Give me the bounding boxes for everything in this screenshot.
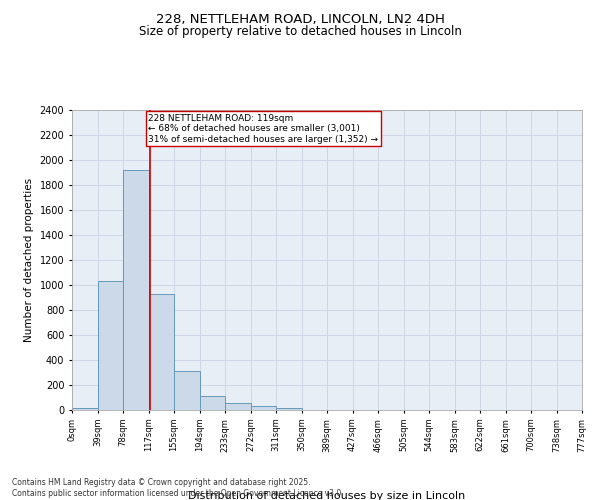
Bar xyxy=(123,170,149,410)
X-axis label: Distribution of detached houses by size in Lincoln: Distribution of detached houses by size … xyxy=(188,490,466,500)
Y-axis label: Number of detached properties: Number of detached properties xyxy=(24,178,34,342)
Bar xyxy=(72,408,97,410)
Text: Size of property relative to detached houses in Lincoln: Size of property relative to detached ho… xyxy=(139,25,461,38)
Text: 228, NETTLEHAM ROAD, LINCOLN, LN2 4DH: 228, NETTLEHAM ROAD, LINCOLN, LN2 4DH xyxy=(155,12,445,26)
Bar xyxy=(174,371,199,410)
Bar xyxy=(251,406,276,410)
Bar xyxy=(199,396,225,410)
Text: 228 NETTLEHAM ROAD: 119sqm
← 68% of detached houses are smaller (3,001)
31% of s: 228 NETTLEHAM ROAD: 119sqm ← 68% of deta… xyxy=(149,114,379,144)
Bar xyxy=(276,408,302,410)
Bar xyxy=(97,281,123,410)
Bar xyxy=(225,403,251,410)
Text: Contains HM Land Registry data © Crown copyright and database right 2025.
Contai: Contains HM Land Registry data © Crown c… xyxy=(12,478,344,498)
Bar xyxy=(149,294,174,410)
